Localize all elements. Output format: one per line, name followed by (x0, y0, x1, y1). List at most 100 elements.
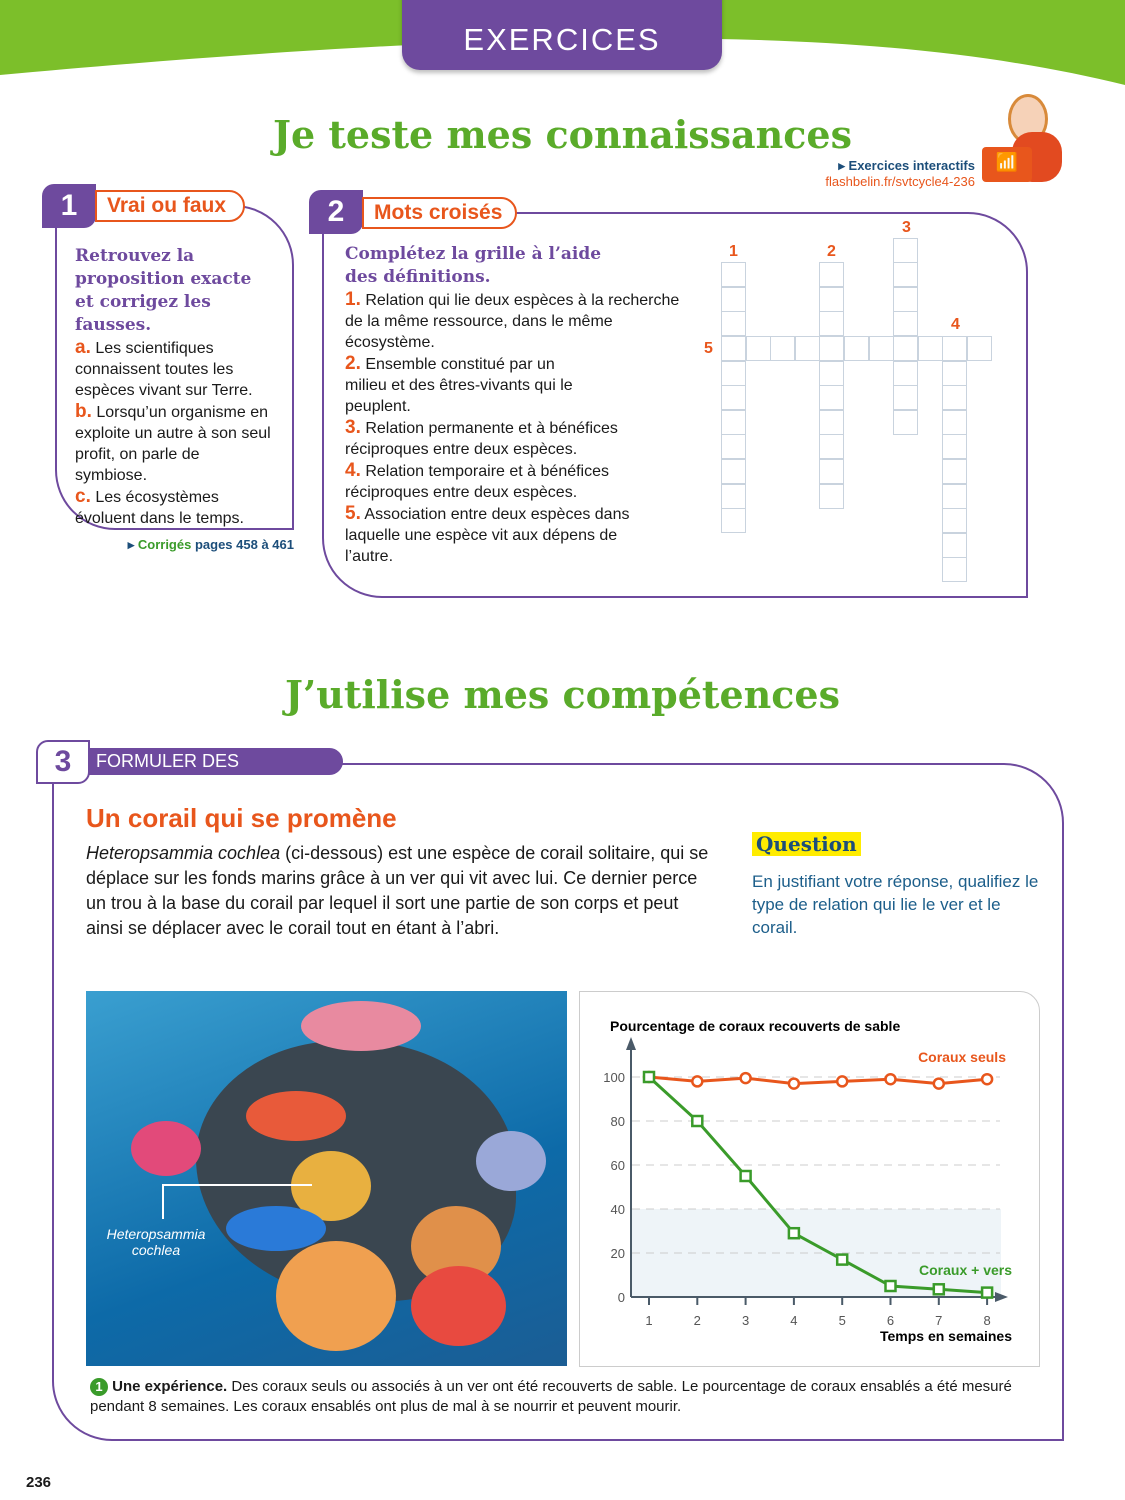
exercise-1-instruction: Retrouvez la proposition exacte et corri… (75, 246, 252, 335)
crossword-cell[interactable] (942, 557, 968, 583)
crossword-cell[interactable] (893, 311, 919, 337)
definition-4: 4. Relation temporaire et à bénéfices ré… (345, 460, 610, 501)
crossword-cell[interactable] (721, 360, 746, 386)
crossword-cell[interactable] (819, 385, 845, 411)
interactive-label: Exercices interactifs (848, 158, 975, 173)
header-tab: EXERCICES (402, 0, 722, 70)
crossword-cell[interactable] (893, 360, 919, 386)
crossword-cell[interactable] (745, 336, 771, 361)
figure-caption: 1 Une expérience. Des coraux seuls ou as… (90, 1378, 1012, 1415)
page-number: 236 (26, 1474, 52, 1491)
crossword-cell[interactable] (819, 286, 845, 312)
series-line-1 (648, 1075, 988, 1086)
crossword-cell[interactable] (942, 483, 968, 509)
crossword-cell[interactable] (868, 336, 894, 361)
x-tick-label: 1 (645, 1313, 652, 1328)
exercise-3-title: Un corail qui se promène (86, 803, 397, 833)
interactive-link[interactable]: ▸ Exercices interactifs flashbelin.fr/sv… (780, 158, 975, 189)
crossword-cell[interactable] (819, 336, 845, 361)
crossword-cell[interactable] (893, 336, 919, 361)
crossword-cell[interactable] (942, 360, 968, 386)
grid-number-4: 4 (951, 316, 960, 333)
grid-number-5: 5 (704, 340, 713, 357)
caption-number: 1 (90, 1378, 108, 1396)
y-tick-label: 0 (618, 1290, 625, 1305)
crossword-cell[interactable] (819, 434, 845, 460)
crossword-cell[interactable] (942, 409, 968, 435)
illustration-girl-laptop: 📶 (980, 92, 1066, 187)
grid-number-3: 3 (902, 219, 911, 236)
data-point (691, 1114, 704, 1128)
x-tick-label: 7 (935, 1313, 942, 1328)
crossword-cell[interactable] (721, 409, 746, 435)
crossword-cell[interactable] (819, 459, 845, 484)
data-point (884, 1279, 897, 1293)
crossword-cell[interactable] (942, 532, 968, 558)
corriges-link[interactable]: ▸ Corrigés pages 458 à 461 (127, 537, 294, 552)
crossword-cell[interactable] (721, 336, 746, 361)
crossword-cell[interactable] (942, 434, 968, 460)
crossword-cell[interactable] (770, 336, 796, 361)
chart: Pourcentage de coraux recouverts de sabl… (603, 1018, 1012, 1344)
exercise-2-instruction: Complétez la grille à l’aide des définit… (345, 244, 602, 287)
crossword-cell[interactable] (721, 483, 746, 509)
play-icon: ▸ (838, 158, 849, 173)
crossword-cell[interactable] (967, 336, 992, 361)
legend-coraux-seuls: Coraux seuls (918, 1049, 1006, 1065)
crossword-cell[interactable] (819, 483, 845, 509)
crossword-cell[interactable] (942, 336, 968, 361)
definition-1: 1. Relation qui lie deux espèces à la re… (345, 289, 680, 351)
legend-coraux-vers: Coraux + vers (919, 1262, 1012, 1278)
crossword-cell[interactable] (819, 409, 845, 435)
crossword-cell[interactable] (819, 360, 845, 386)
exercise-2-box (322, 212, 1028, 598)
crossword-cell[interactable] (721, 286, 746, 312)
coral-illustration: Heteropsammia cochlea (86, 991, 567, 1366)
crossword-cell[interactable] (893, 286, 919, 312)
crossword-cell[interactable] (942, 508, 968, 534)
definition-3: 3. Relation permanente et à bénéfices ré… (345, 417, 618, 458)
crossword-cell[interactable] (942, 459, 968, 484)
chart-panel: Pourcentage de coraux recouverts de sabl… (579, 991, 1040, 1367)
crossword-cell[interactable] (721, 434, 746, 460)
definition-5: 5. Association entre deux espèces dans l… (345, 503, 630, 565)
crossword-cell[interactable] (721, 508, 746, 534)
crossword-cell[interactable] (893, 237, 919, 263)
crossword-cell[interactable] (819, 311, 845, 337)
crossword-cell[interactable] (893, 262, 919, 288)
crossword-cell[interactable] (721, 311, 746, 337)
crossword-cell[interactable] (819, 262, 845, 288)
x-axis-label: Temps en semaines (880, 1328, 1012, 1344)
exercise-3-number: 3 (36, 740, 90, 784)
y-tick-label: 80 (611, 1114, 625, 1129)
vf-item-c: c. Les écosystèmes évoluent dans le temp… (75, 486, 244, 527)
exercise-3-label: FORMULER DES HYPOTHÈSES (88, 748, 343, 798)
x-tick-label: 2 (694, 1313, 701, 1328)
definition-2: 2. Ensemble constitué par un milieu et d… (345, 353, 573, 415)
x-tick-label: 8 (983, 1313, 990, 1328)
crossword-cell[interactable] (917, 336, 943, 361)
y-tick-label: 40 (611, 1202, 625, 1217)
crossword-cell[interactable] (893, 385, 919, 411)
y-tick-label: 60 (611, 1158, 625, 1173)
crossword-cell[interactable] (721, 385, 746, 411)
data-point (980, 1286, 994, 1299)
crossword-cell[interactable] (721, 262, 746, 288)
x-axis-arrow (995, 1292, 1008, 1302)
x-tick-label: 6 (887, 1313, 894, 1328)
exercise-3-box (52, 763, 1064, 1441)
data-point (739, 1169, 752, 1183)
image-label: Heteropsammia cochlea (106, 1226, 206, 1258)
x-tick-label: 3 (742, 1313, 749, 1328)
crossword-cell[interactable] (794, 336, 820, 361)
crossword-cell[interactable] (721, 459, 746, 484)
crossword-cell[interactable] (893, 409, 919, 435)
exercise-3-text: Heteropsammia cochlea (ci-dessous) est u… (86, 843, 709, 938)
interactive-url[interactable]: flashbelin.fr/svtcycle4-236 (825, 174, 975, 189)
crossword-cell[interactable] (844, 336, 869, 361)
data-point (980, 1072, 994, 1086)
data-point (787, 1077, 801, 1090)
y-tick-label: 100 (603, 1070, 625, 1085)
data-point (835, 1253, 849, 1266)
crossword-cell[interactable] (942, 385, 968, 411)
